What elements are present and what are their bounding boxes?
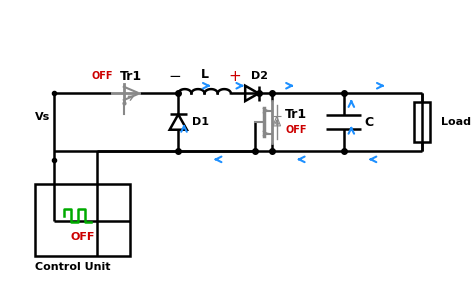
Text: OFF: OFF bbox=[285, 125, 307, 135]
Text: +: + bbox=[228, 69, 241, 84]
Text: Tr1: Tr1 bbox=[285, 108, 308, 121]
Text: Control Unit: Control Unit bbox=[35, 262, 110, 272]
Text: D1: D1 bbox=[191, 117, 209, 127]
Text: L: L bbox=[201, 68, 209, 81]
Text: Tr1: Tr1 bbox=[119, 70, 142, 83]
Text: OFF: OFF bbox=[71, 232, 95, 242]
Text: −: − bbox=[168, 69, 181, 84]
Text: Load: Load bbox=[441, 117, 471, 127]
Bar bbox=[35, 184, 130, 256]
Bar bbox=[414, 102, 430, 142]
Text: C: C bbox=[365, 116, 374, 129]
Text: D2: D2 bbox=[251, 71, 268, 81]
Text: Vs: Vs bbox=[35, 112, 50, 122]
Text: OFF: OFF bbox=[91, 71, 112, 81]
